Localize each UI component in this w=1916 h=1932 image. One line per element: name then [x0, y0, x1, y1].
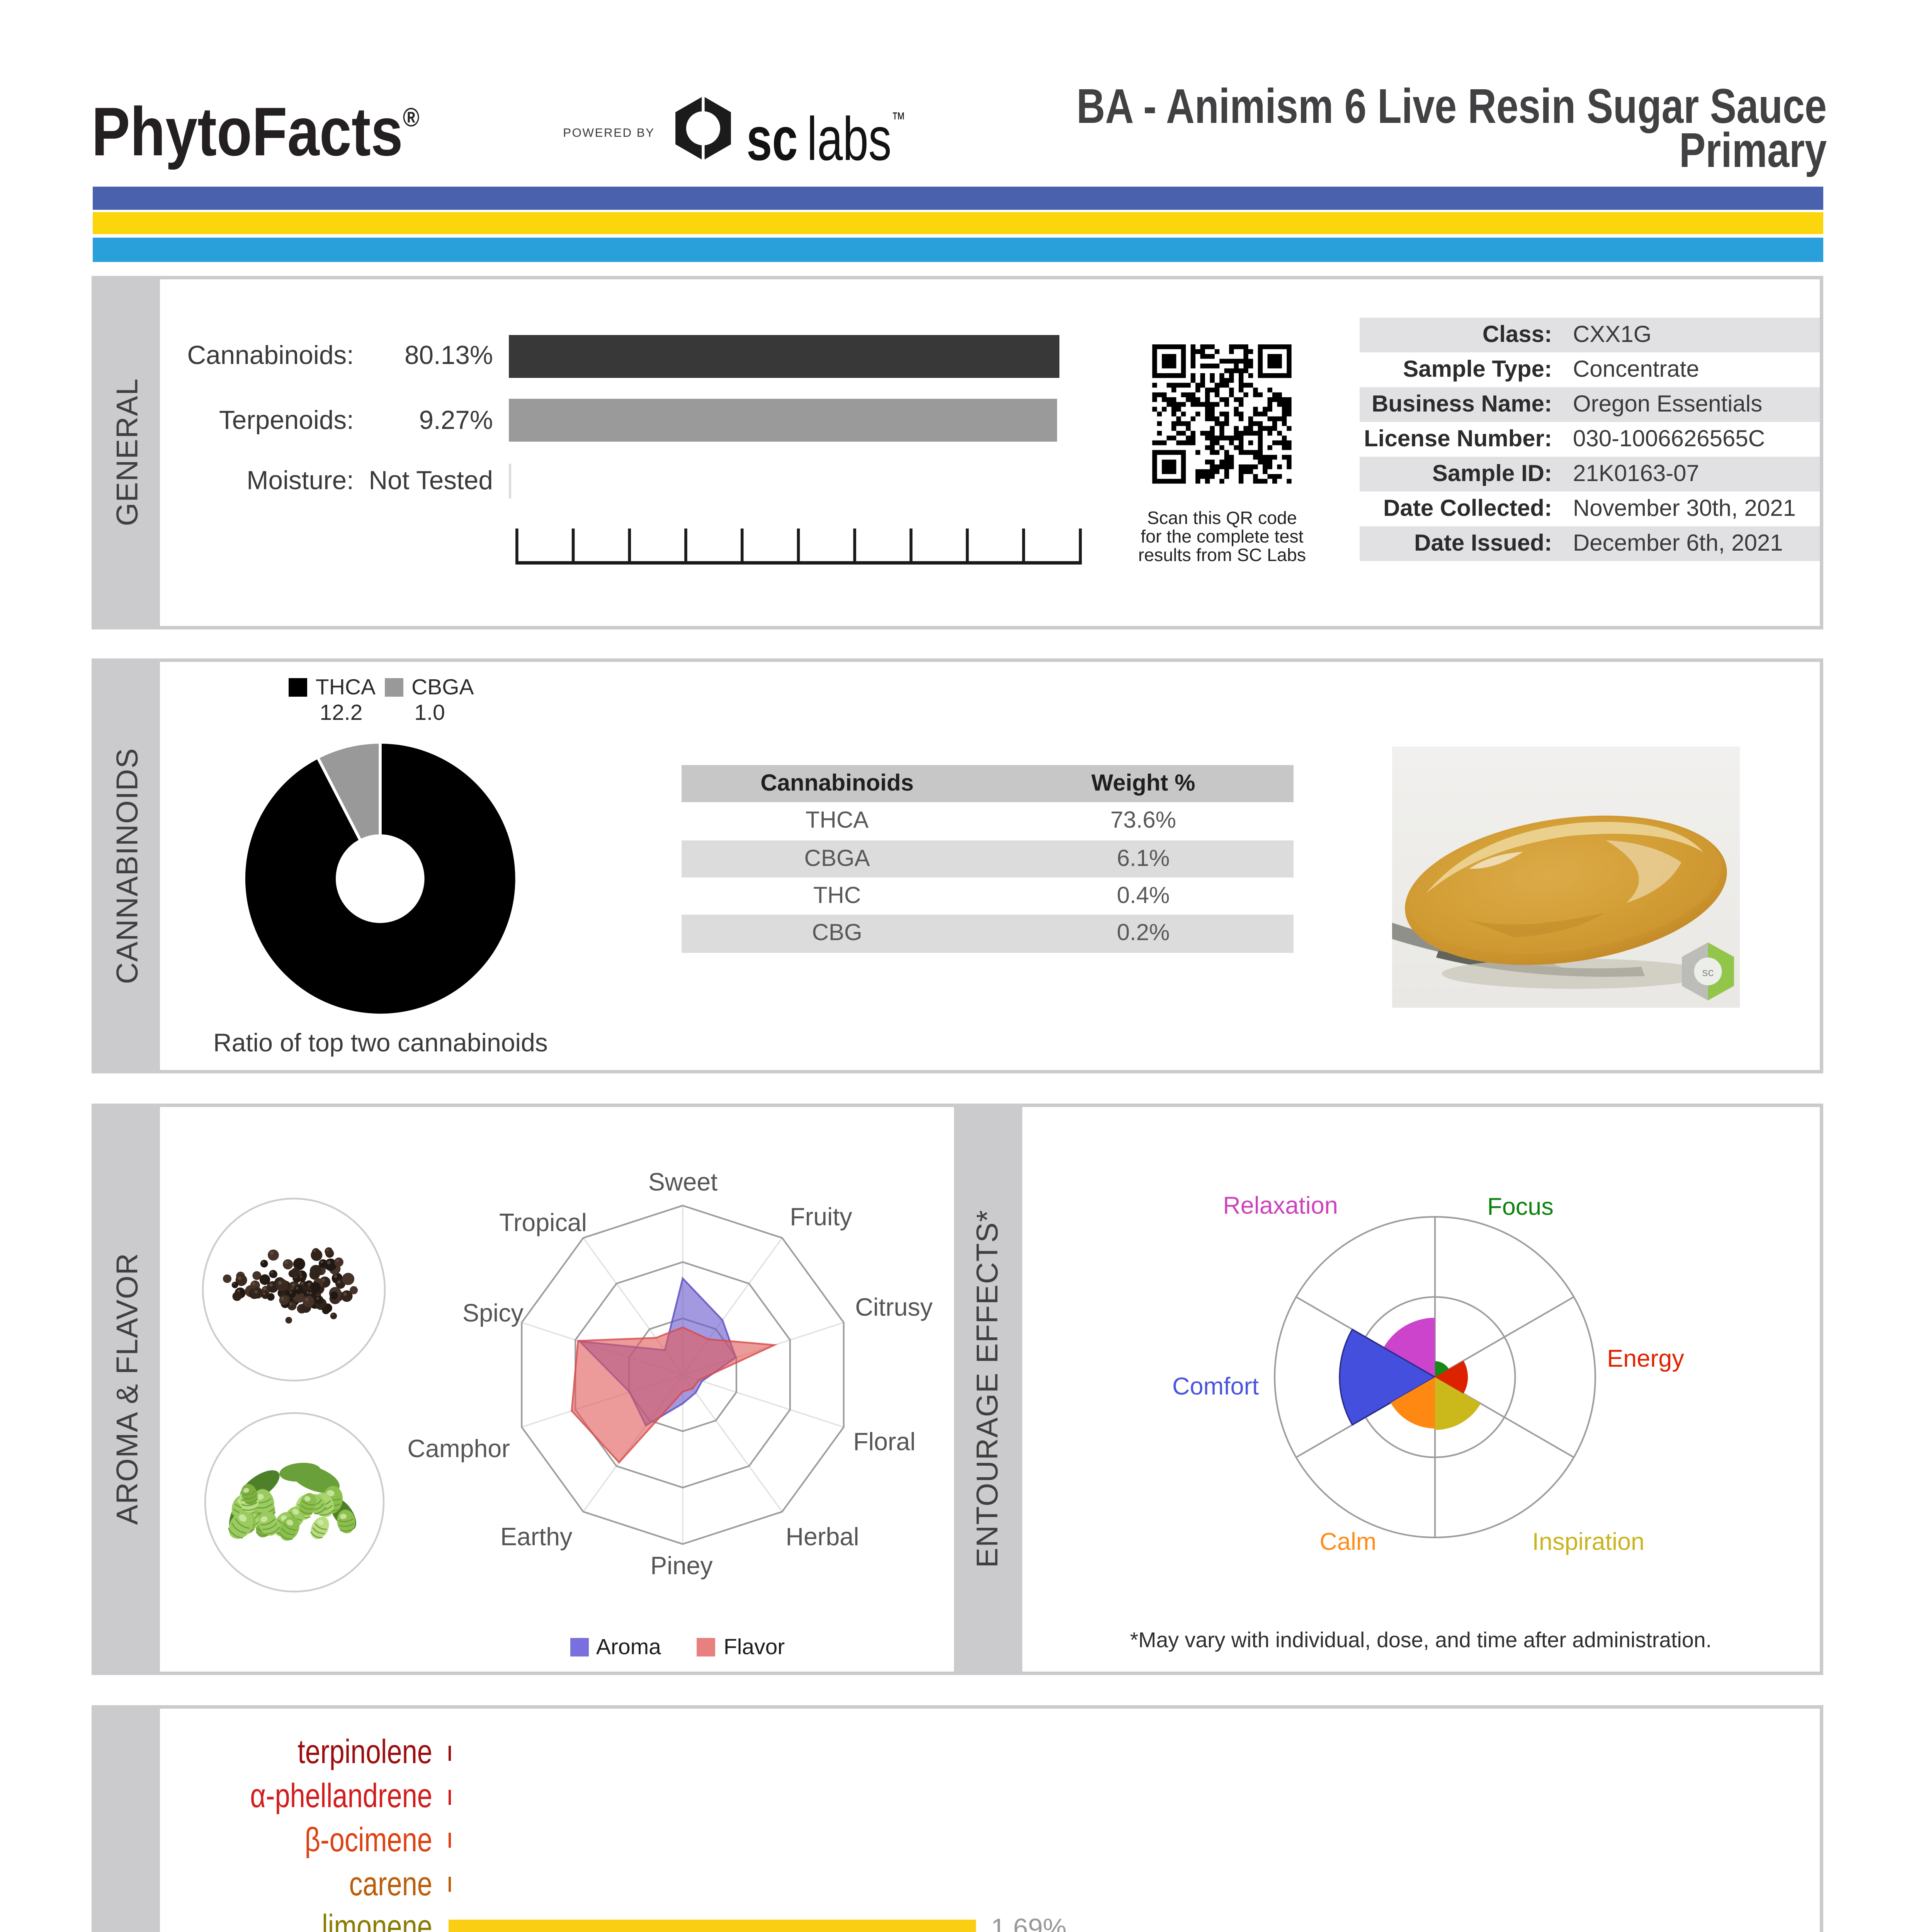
- svg-text:sc: sc: [1702, 966, 1714, 979]
